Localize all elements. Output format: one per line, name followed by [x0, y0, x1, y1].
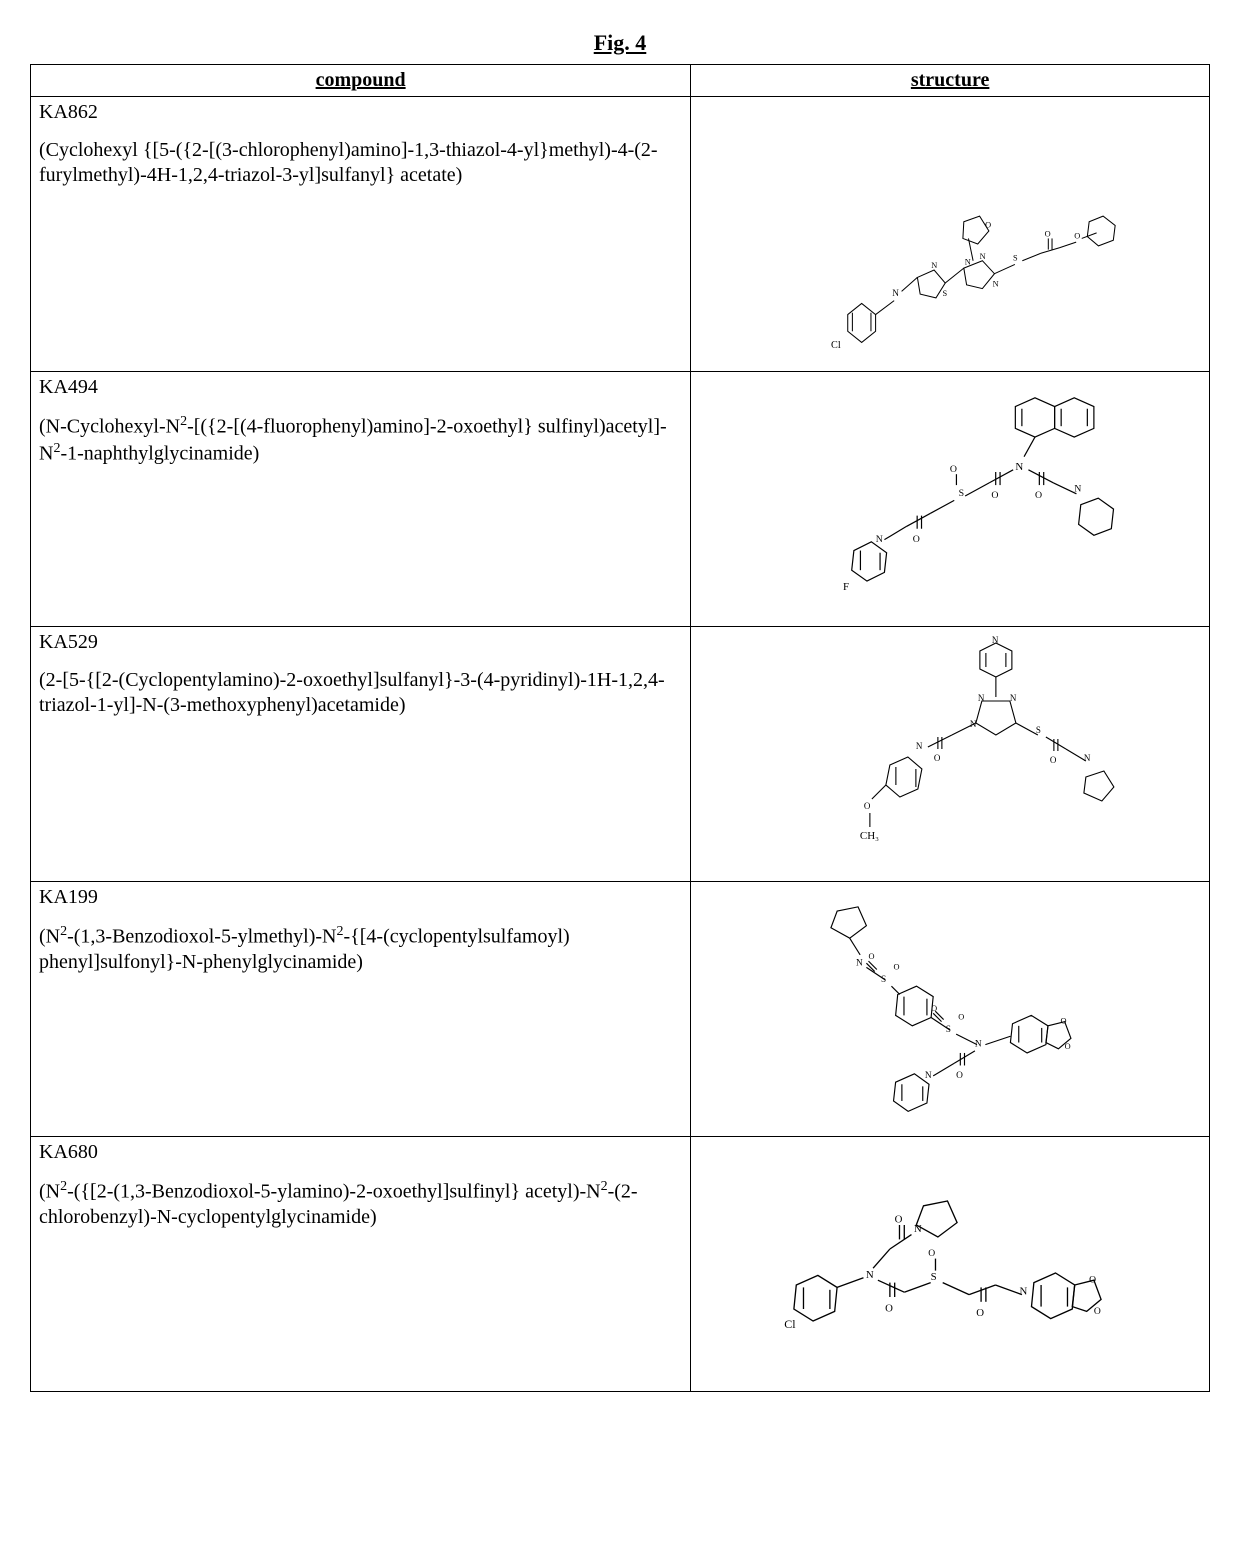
svg-text:N: N — [975, 1040, 982, 1050]
svg-text:N: N — [1016, 461, 1024, 473]
svg-text:N: N — [1074, 484, 1081, 495]
compound-name: (N2-({[2-(1,3-Benzodioxol-5-ylamino)-2-o… — [39, 1178, 682, 1230]
chemical-structure-icon: N O N O S O — [699, 376, 1201, 616]
svg-text:O: O — [934, 753, 941, 763]
compound-name: (2-[5-{[2-(Cyclopentylamino)-2-oxoethyl]… — [39, 668, 682, 718]
compound-name: (N2-(1,3-Benzodioxol-5-ylmethyl)-N2-{[4-… — [39, 923, 682, 975]
svg-text:O: O — [1050, 755, 1057, 765]
svg-text:O: O — [1094, 1306, 1101, 1317]
svg-text:O: O — [913, 534, 920, 545]
compound-cell: KA680 (N2-({[2-(1,3-Benzodioxol-5-ylamin… — [31, 1137, 691, 1392]
svg-text:N: N — [993, 280, 999, 289]
svg-text:O: O — [958, 1013, 964, 1022]
svg-text:O: O — [1061, 1017, 1067, 1026]
svg-text:N: N — [932, 261, 938, 270]
compound-cell: KA494 (N-Cyclohexyl-N2-[({2-[(4-fluoroph… — [31, 372, 691, 627]
compound-id: KA680 — [39, 1141, 682, 1164]
table-row: KA862 (Cyclohexyl {[5-({2-[(3-chlorophen… — [31, 97, 1210, 372]
svg-text:O: O — [864, 801, 871, 811]
compound-id: KA529 — [39, 631, 682, 654]
structure-cell: Cl N N S N N N — [691, 97, 1210, 372]
figure-title: Fig. 4 — [30, 30, 1210, 56]
compound-id: KA494 — [39, 376, 682, 399]
svg-text:O: O — [950, 464, 957, 475]
structure-cell: N S O O S — [691, 882, 1210, 1137]
svg-text:N: N — [992, 635, 999, 645]
table-row: KA494 (N-Cyclohexyl-N2-[({2-[(4-fluoroph… — [31, 372, 1210, 627]
svg-text:O: O — [977, 1307, 985, 1319]
svg-text:O: O — [992, 490, 999, 501]
svg-text:O: O — [1035, 490, 1042, 501]
chemical-structure-icon: N S O O S — [699, 886, 1201, 1126]
svg-text:O: O — [894, 962, 900, 971]
svg-text:O: O — [895, 1214, 903, 1226]
compound-cell: KA862 (Cyclohexyl {[5-({2-[(3-chlorophen… — [31, 97, 691, 372]
chemical-structure-icon: Cl N N S N N N — [699, 101, 1201, 361]
svg-text:F: F — [843, 581, 849, 593]
svg-text:N: N — [1084, 753, 1091, 763]
svg-text:N: N — [965, 257, 971, 266]
svg-text:O: O — [885, 1302, 893, 1314]
svg-text:O: O — [929, 1248, 936, 1259]
compound-cell: KA199 (N2-(1,3-Benzodioxol-5-ylmethyl)-N… — [31, 882, 691, 1137]
compound-table: compound structure KA862 (Cyclohexyl {[5… — [30, 64, 1210, 1392]
chemical-structure-icon: N N N N O N — [699, 631, 1201, 871]
svg-text:N: N — [866, 1269, 874, 1281]
table-row: KA529 (2-[5-{[2-(Cyclopentylamino)-2-oxo… — [31, 627, 1210, 882]
structure-cell: N O N O S O — [691, 372, 1210, 627]
svg-text:N: N — [856, 958, 863, 968]
compound-name: (N-Cyclohexyl-N2-[({2-[(4-fluorophenyl)a… — [39, 413, 682, 466]
table-body: KA862 (Cyclohexyl {[5-({2-[(3-chlorophen… — [31, 97, 1210, 1392]
compound-id: KA862 — [39, 101, 682, 124]
svg-text:Cl: Cl — [785, 1317, 797, 1331]
svg-text:N: N — [916, 741, 923, 751]
svg-text:S: S — [946, 1025, 951, 1035]
svg-text:O: O — [956, 1071, 963, 1081]
svg-text:N: N — [876, 534, 883, 545]
svg-text:O: O — [1075, 231, 1081, 240]
svg-text:CH₃: CH₃ — [860, 830, 879, 842]
svg-text:O: O — [1045, 230, 1051, 239]
structure-cell: N N N N O N — [691, 627, 1210, 882]
compound-cell: KA529 (2-[5-{[2-(Cyclopentylamino)-2-oxo… — [31, 627, 691, 882]
svg-text:N: N — [914, 1223, 922, 1235]
svg-text:O: O — [1089, 1275, 1096, 1286]
svg-text:S: S — [943, 289, 948, 298]
svg-text:S: S — [931, 1271, 937, 1283]
svg-text:O: O — [869, 952, 875, 961]
svg-text:S: S — [881, 975, 886, 985]
column-header-compound: compound — [31, 65, 691, 97]
svg-text:N: N — [978, 693, 985, 703]
structure-cell: Cl N O N O — [691, 1137, 1210, 1392]
chemical-structure-icon: Cl N O N O — [699, 1141, 1201, 1381]
svg-text:S: S — [959, 488, 964, 499]
svg-text:N: N — [925, 1071, 932, 1081]
svg-text:N: N — [893, 289, 900, 299]
compound-name: (Cyclohexyl {[5-({2-[(3-chlorophenyl)ami… — [39, 138, 682, 188]
table-row: KA680 (N2-({[2-(1,3-Benzodioxol-5-ylamin… — [31, 1137, 1210, 1392]
svg-text:S: S — [1013, 254, 1018, 263]
svg-text:N: N — [1010, 693, 1017, 703]
svg-text:N: N — [1020, 1286, 1028, 1298]
table-row: KA199 (N2-(1,3-Benzodioxol-5-ylmethyl)-N… — [31, 882, 1210, 1137]
column-header-structure: structure — [691, 65, 1210, 97]
svg-text:N: N — [980, 252, 986, 261]
svg-text:O: O — [931, 1004, 937, 1013]
svg-text:Cl: Cl — [831, 340, 841, 351]
compound-id: KA199 — [39, 886, 682, 909]
svg-text:O: O — [1065, 1042, 1071, 1051]
svg-text:O: O — [985, 220, 991, 229]
svg-text:S: S — [1036, 725, 1041, 735]
